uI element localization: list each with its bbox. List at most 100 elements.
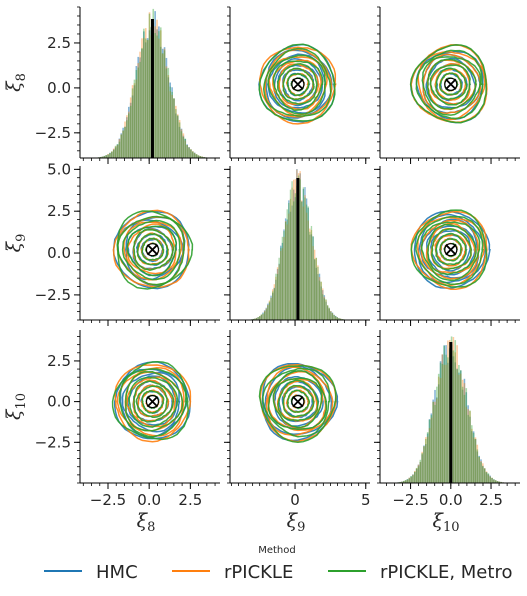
hist-bar	[330, 311, 332, 320]
hist-bar	[154, 33, 156, 158]
hist-bar	[158, 38, 160, 159]
hist-bar	[133, 85, 136, 158]
hist-bar	[175, 109, 177, 158]
hist-bar	[294, 193, 296, 320]
hist-bar	[281, 242, 284, 320]
hist-bar	[259, 316, 261, 320]
hist-bar	[456, 345, 458, 483]
hist-bar	[443, 364, 445, 483]
hist-bar	[415, 468, 418, 483]
hist-bar	[105, 155, 107, 158]
hist-bar	[111, 151, 113, 158]
hist-bar	[137, 67, 139, 158]
hist-bar	[338, 318, 340, 320]
hist-bar	[103, 156, 106, 158]
hist-bar	[461, 379, 464, 483]
hist-bar	[101, 156, 104, 158]
hist-bar	[267, 304, 269, 320]
hist-bar	[265, 308, 267, 320]
hist-bar	[314, 259, 316, 320]
hist-bar	[445, 345, 447, 483]
hist-bar	[309, 231, 311, 320]
hist-bar	[408, 478, 411, 483]
hist-bar	[338, 317, 340, 320]
hist-bar	[126, 120, 128, 158]
hist-bar	[139, 61, 141, 158]
hist-bar	[325, 301, 327, 320]
hist-bar	[146, 39, 149, 158]
hist-bar	[317, 265, 319, 320]
hist-bar	[114, 145, 117, 158]
hist-bar	[452, 356, 455, 483]
hist-bar	[139, 57, 141, 159]
hist-bar	[425, 439, 427, 483]
hist-bar	[478, 456, 480, 483]
hist-bar	[436, 398, 438, 483]
hist-bar	[326, 306, 329, 320]
hist-bar	[426, 433, 429, 483]
hist-bar	[452, 350, 455, 483]
hist-bar	[494, 480, 497, 483]
hist-bar	[301, 201, 303, 320]
panel-0-2	[374, 6, 520, 164]
hist-bar	[254, 318, 256, 320]
hist-bar	[180, 128, 183, 158]
hist-bar	[430, 413, 433, 483]
hist-bar	[428, 419, 431, 483]
hist-bar	[146, 38, 149, 158]
kde-contour	[286, 72, 310, 97]
hist-bar	[156, 35, 158, 158]
hist-bar	[272, 293, 274, 320]
hist-bar	[192, 151, 194, 158]
hist-bar	[186, 144, 188, 158]
kde-contour	[427, 223, 477, 276]
hist-bar	[471, 431, 473, 483]
hist-bar	[278, 263, 280, 320]
hist-bar	[180, 129, 183, 158]
hist-bar	[498, 481, 501, 483]
hist-bar	[161, 48, 164, 159]
hist-bar	[480, 461, 482, 483]
hist-bar	[265, 309, 267, 320]
hist-bar	[103, 155, 106, 158]
hist-bar	[178, 122, 181, 158]
hist-bar	[463, 378, 466, 483]
kde-contour	[265, 366, 334, 437]
hist-bar	[273, 287, 275, 320]
hist-bar	[496, 481, 499, 483]
hist-bar	[275, 276, 277, 320]
hist-bar	[423, 446, 425, 483]
hist-bar	[176, 114, 179, 158]
hist-bar	[471, 425, 473, 483]
hist-bar	[122, 130, 124, 158]
hist-bar	[439, 362, 442, 483]
hist-bar	[144, 28, 147, 159]
hist-bar	[131, 85, 134, 158]
legend-label: HMC	[96, 562, 138, 583]
hist-bar	[276, 267, 279, 320]
kde-contour	[114, 364, 192, 443]
hist-bar	[328, 308, 330, 320]
hist-bar	[259, 315, 261, 320]
hist-bar	[275, 273, 277, 320]
hist-bar	[163, 47, 166, 158]
hist-bar	[494, 480, 497, 483]
hist-bar	[160, 46, 162, 159]
hist-bar	[276, 274, 279, 320]
kde-contour	[439, 72, 463, 96]
kde-contour	[409, 44, 488, 124]
hist-bar	[304, 187, 306, 320]
hist-bar	[482, 466, 484, 483]
kde-contour	[421, 56, 482, 116]
hist-bar	[262, 312, 264, 320]
hist-bar	[335, 316, 337, 320]
hist-bar	[469, 416, 471, 483]
hist-bar	[291, 181, 293, 320]
hist-bar	[101, 156, 104, 158]
hist-bar	[257, 317, 259, 320]
hist-bar	[487, 474, 490, 483]
hist-bar	[423, 445, 425, 483]
hist-bar	[176, 116, 179, 158]
kde-contour	[435, 232, 467, 265]
hist-bar	[322, 288, 324, 320]
